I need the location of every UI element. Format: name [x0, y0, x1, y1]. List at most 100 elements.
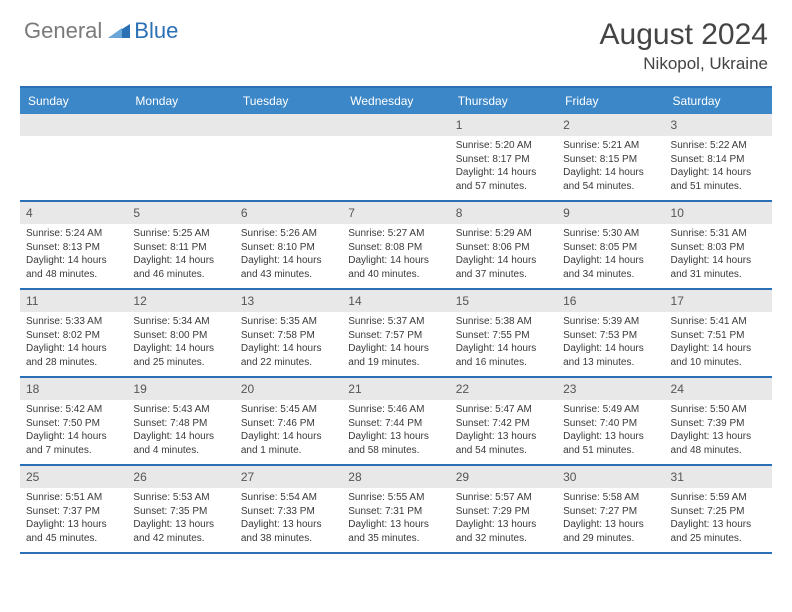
daylight-line: Daylight: 14 hours and 13 minutes.	[563, 342, 658, 369]
day-number: 14	[342, 290, 449, 312]
day-cell: 7Sunrise: 5:27 AMSunset: 8:08 PMDaylight…	[342, 202, 449, 288]
sunset-line: Sunset: 7:27 PM	[563, 505, 658, 519]
day-cell: 4Sunrise: 5:24 AMSunset: 8:13 PMDaylight…	[20, 202, 127, 288]
sunset-line: Sunset: 7:25 PM	[671, 505, 766, 519]
daylight-line: Daylight: 14 hours and 43 minutes.	[241, 254, 336, 281]
sunset-line: Sunset: 7:48 PM	[133, 417, 228, 431]
day-body: Sunrise: 5:21 AMSunset: 8:15 PMDaylight:…	[557, 139, 664, 197]
day-number: 17	[665, 290, 772, 312]
sunset-line: Sunset: 8:06 PM	[456, 241, 551, 255]
sunrise-line: Sunrise: 5:50 AM	[671, 403, 766, 417]
sunrise-line: Sunrise: 5:57 AM	[456, 491, 551, 505]
sunset-line: Sunset: 8:17 PM	[456, 153, 551, 167]
sunrise-line: Sunrise: 5:39 AM	[563, 315, 658, 329]
day-number: 19	[127, 378, 234, 400]
sunset-line: Sunset: 8:05 PM	[563, 241, 658, 255]
day-number: 20	[235, 378, 342, 400]
day-body: Sunrise: 5:24 AMSunset: 8:13 PMDaylight:…	[20, 227, 127, 285]
daylight-line: Daylight: 13 hours and 58 minutes.	[348, 430, 443, 457]
sunset-line: Sunset: 8:00 PM	[133, 329, 228, 343]
day-number: 31	[665, 466, 772, 488]
weekday-header: Friday	[557, 88, 664, 114]
day-number: 18	[20, 378, 127, 400]
weekday-header: Sunday	[20, 88, 127, 114]
sunset-line: Sunset: 8:13 PM	[26, 241, 121, 255]
day-number: 27	[235, 466, 342, 488]
sunrise-line: Sunrise: 5:43 AM	[133, 403, 228, 417]
day-body: Sunrise: 5:27 AMSunset: 8:08 PMDaylight:…	[342, 227, 449, 285]
day-cell: 31Sunrise: 5:59 AMSunset: 7:25 PMDayligh…	[665, 466, 772, 552]
sunset-line: Sunset: 7:35 PM	[133, 505, 228, 519]
sunset-line: Sunset: 8:02 PM	[26, 329, 121, 343]
daylight-line: Daylight: 13 hours and 25 minutes.	[671, 518, 766, 545]
week-row: 4Sunrise: 5:24 AMSunset: 8:13 PMDaylight…	[20, 202, 772, 290]
daylight-line: Daylight: 14 hours and 28 minutes.	[26, 342, 121, 369]
sunrise-line: Sunrise: 5:41 AM	[671, 315, 766, 329]
brand-triangle-icon	[108, 20, 130, 43]
week-row: 18 Sunrise: 5:42 AMSunset: 7:50 PMDayligh…	[20, 378, 772, 466]
location-subtitle: Nikopol, Ukraine	[600, 54, 768, 74]
daylight-line: Daylight: 14 hours and 37 minutes.	[456, 254, 551, 281]
sunrise-line: Sunrise: 5:45 AM	[241, 403, 336, 417]
sunrise-line: Sunrise: 5:53 AM	[133, 491, 228, 505]
sunrise-line: Sunrise: 5:51 AM	[26, 491, 121, 505]
daylight-line: Daylight: 13 hours and 45 minutes.	[26, 518, 121, 545]
weekday-header-row: SundayMondayTuesdayWednesdayThursdayFrid…	[20, 88, 772, 114]
day-cell: 17 Sunrise: 5:41 AMSunset: 7:51 PMDayligh…	[665, 290, 772, 376]
day-number	[127, 114, 234, 136]
page-header: General Blue August 2024 Nikopol, Ukrain…	[0, 0, 792, 82]
sunset-line: Sunset: 7:31 PM	[348, 505, 443, 519]
day-body: Sunrise: 5:57 AMSunset: 7:29 PMDaylight:…	[450, 491, 557, 549]
weekday-header: Monday	[127, 88, 234, 114]
day-cell: 14Sunrise: 5:37 AMSunset: 7:57 PMDayligh…	[342, 290, 449, 376]
sunrise-line: Sunrise: 5:54 AM	[241, 491, 336, 505]
day-cell: 27 Sunrise: 5:54 AMSunset: 7:33 PMDayligh…	[235, 466, 342, 552]
day-body: Sunrise: 5:47 AMSunset: 7:42 PMDaylight:…	[450, 403, 557, 461]
sunset-line: Sunset: 7:51 PM	[671, 329, 766, 343]
day-body: Sunrise: 5:51 AMSunset: 7:37 PMDaylight:…	[20, 491, 127, 549]
sunset-line: Sunset: 7:57 PM	[348, 329, 443, 343]
daylight-line: Daylight: 13 hours and 54 minutes.	[456, 430, 551, 457]
day-number: 2	[557, 114, 664, 136]
day-cell	[127, 114, 234, 200]
sunset-line: Sunset: 8:15 PM	[563, 153, 658, 167]
daylight-line: Daylight: 14 hours and 22 minutes.	[241, 342, 336, 369]
day-body: Sunrise: 5:46 AMSunset: 7:44 PMDaylight:…	[342, 403, 449, 461]
day-number: 15	[450, 290, 557, 312]
day-cell: 8Sunrise: 5:29 AMSunset: 8:06 PMDaylight…	[450, 202, 557, 288]
day-body: Sunrise: 5:54 AMSunset: 7:33 PMDaylight:…	[235, 491, 342, 549]
day-body: Sunrise: 5:41 AMSunset: 7:51 PMDaylight:…	[665, 315, 772, 373]
day-body: Sunrise: 5:35 AMSunset: 7:58 PMDaylight:…	[235, 315, 342, 373]
daylight-line: Daylight: 14 hours and 7 minutes.	[26, 430, 121, 457]
sunrise-line: Sunrise: 5:24 AM	[26, 227, 121, 241]
day-cell: 26Sunrise: 5:53 AMSunset: 7:35 PMDayligh…	[127, 466, 234, 552]
weeks-container: 1Sunrise: 5:20 AMSunset: 8:17 PMDaylight…	[20, 114, 772, 554]
weekday-header: Wednesday	[342, 88, 449, 114]
day-body: Sunrise: 5:25 AMSunset: 8:11 PMDaylight:…	[127, 227, 234, 285]
sunset-line: Sunset: 7:42 PM	[456, 417, 551, 431]
day-number: 3	[665, 114, 772, 136]
daylight-line: Daylight: 14 hours and 25 minutes.	[133, 342, 228, 369]
day-body: Sunrise: 5:42 AMSunset: 7:50 PMDaylight:…	[20, 403, 127, 461]
day-cell: 30Sunrise: 5:58 AMSunset: 7:27 PMDayligh…	[557, 466, 664, 552]
daylight-line: Daylight: 13 hours and 35 minutes.	[348, 518, 443, 545]
daylight-line: Daylight: 13 hours and 42 minutes.	[133, 518, 228, 545]
daylight-line: Daylight: 14 hours and 10 minutes.	[671, 342, 766, 369]
day-number	[20, 114, 127, 136]
sunset-line: Sunset: 8:14 PM	[671, 153, 766, 167]
sunrise-line: Sunrise: 5:20 AM	[456, 139, 551, 153]
day-number: 16	[557, 290, 664, 312]
daylight-line: Daylight: 14 hours and 48 minutes.	[26, 254, 121, 281]
weekday-header: Tuesday	[235, 88, 342, 114]
sunrise-line: Sunrise: 5:22 AM	[671, 139, 766, 153]
daylight-line: Daylight: 14 hours and 16 minutes.	[456, 342, 551, 369]
daylight-line: Daylight: 13 hours and 51 minutes.	[563, 430, 658, 457]
daylight-line: Daylight: 14 hours and 46 minutes.	[133, 254, 228, 281]
day-number: 24	[665, 378, 772, 400]
day-body: Sunrise: 5:53 AMSunset: 7:35 PMDaylight:…	[127, 491, 234, 549]
day-cell: 12Sunrise: 5:34 AMSunset: 8:00 PMDayligh…	[127, 290, 234, 376]
sunrise-line: Sunrise: 5:34 AM	[133, 315, 228, 329]
day-cell: 1Sunrise: 5:20 AMSunset: 8:17 PMDaylight…	[450, 114, 557, 200]
day-cell: 20Sunrise: 5:45 AMSunset: 7:46 PMDayligh…	[235, 378, 342, 464]
sunset-line: Sunset: 7:29 PM	[456, 505, 551, 519]
